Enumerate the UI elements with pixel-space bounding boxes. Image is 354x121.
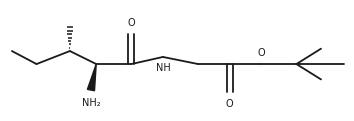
- Text: NH₂: NH₂: [82, 98, 100, 108]
- Polygon shape: [87, 64, 96, 91]
- Text: O: O: [127, 18, 135, 28]
- Text: O: O: [226, 99, 234, 109]
- Text: NH: NH: [155, 63, 170, 73]
- Text: O: O: [257, 48, 265, 58]
